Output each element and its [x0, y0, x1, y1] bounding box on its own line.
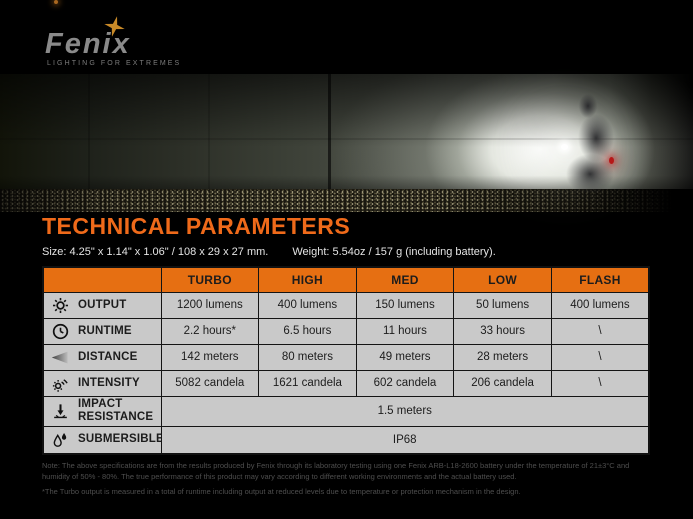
- clock-icon: [49, 320, 71, 342]
- column-header-low: LOW: [453, 266, 552, 293]
- light-intensity-icon: [49, 372, 71, 394]
- star-icon: [104, 16, 125, 37]
- row-label-impact-resistance: IMPACT RESISTANCE: [42, 395, 162, 427]
- cell-distance-turbo: 142 meters: [160, 343, 260, 371]
- impact-arrow-icon: [49, 400, 71, 422]
- row-label-text: IMPACT RESISTANCE: [78, 398, 154, 424]
- bike-headlight-glow: [561, 144, 568, 150]
- cell-runtime-turbo: 2.2 hours*: [160, 317, 260, 345]
- turbo-note-text: *The Turbo output is measured in a total…: [42, 487, 521, 497]
- cell-distance-high: 80 meters: [258, 343, 357, 371]
- cell-output-turbo: 1200 lumens: [160, 291, 260, 319]
- cyclist-silhouette: [548, 86, 668, 192]
- spec-section: TECHNICAL PARAMETERS Size: 4.25" x 1.14"…: [0, 212, 693, 498]
- lens-sparkle: [54, 0, 58, 4]
- cell-output-low: 50 lumens: [453, 291, 552, 319]
- spec-table: TURBO HIGH MED LOW FLASH: [42, 266, 650, 456]
- cell-distance-low: 28 meters: [453, 343, 552, 371]
- cell-intensity-turbo: 5082 candela: [160, 369, 260, 397]
- water-drops-icon: [49, 429, 71, 451]
- row-label-runtime: RUNTIME: [42, 317, 162, 345]
- table-row-output: OUTPUT 1200 lumens 400 lumens 150 lumens…: [42, 291, 650, 319]
- table-row-distance: DISTANCE 142 meters 80 meters 49 meters …: [42, 343, 650, 371]
- bike-taillight-glow: [609, 157, 614, 164]
- row-label-intensity: INTENSITY: [42, 369, 162, 397]
- weight-text: Weight: 5.54oz / 157 g (including batter…: [292, 246, 496, 259]
- size-text: Size: 4.25" x 1.14" x 1.06" / 108 x 29 x…: [42, 246, 269, 259]
- dimensions-line: Size: 4.25" x 1.14" x 1.06" / 108 x 29 x…: [42, 246, 653, 258]
- cell-intensity-low: 206 candela: [453, 369, 552, 397]
- brand-tagline: LIGHTING FOR EXTREMES: [47, 60, 182, 67]
- gravel-ground: [0, 189, 693, 212]
- note-text: Note: The above specifications are from …: [42, 461, 630, 481]
- table-row-runtime: RUNTIME 2.2 hours* 6.5 hours 11 hours 33…: [42, 317, 650, 345]
- sun-icon: [49, 294, 71, 316]
- cell-output-high: 400 lumens: [258, 291, 357, 319]
- cell-intensity-high: 1621 candela: [258, 369, 357, 397]
- column-header-flash: FLASH: [550, 266, 650, 293]
- brand-name: Fenix: [45, 28, 131, 60]
- table-corner-cell: [42, 266, 162, 293]
- row-label-text: INTENSITY: [78, 376, 140, 389]
- table-row-intensity: INTENSITY 5082 candela 1621 candela 602 …: [42, 369, 650, 397]
- row-label-text: OUTPUT: [78, 298, 127, 311]
- column-header-high: HIGH: [258, 266, 357, 293]
- row-label-text: DISTANCE: [78, 350, 138, 363]
- section-title: TECHNICAL PARAMETERS: [42, 213, 351, 239]
- cell-output-flash: 400 lumens: [550, 291, 650, 319]
- cell-intensity-flash: \: [550, 369, 650, 397]
- row-label-text: SUBMERSIBLE: [78, 433, 161, 446]
- row-label-submersible: SUBMERSIBLE: [42, 425, 162, 455]
- table-header-row: TURBO HIGH MED LOW FLASH: [42, 266, 650, 293]
- row-label-output: OUTPUT: [42, 291, 162, 319]
- cell-runtime-high: 6.5 hours: [258, 317, 357, 345]
- cell-distance-med: 49 meters: [355, 343, 455, 371]
- cell-runtime-flash: \: [550, 317, 650, 345]
- fenix-logo: Fenix LIGHTING FOR EXTREMES: [45, 16, 205, 74]
- column-header-med: MED: [355, 266, 455, 293]
- cell-runtime-low: 33 hours: [453, 317, 552, 345]
- row-label-distance: DISTANCE: [42, 343, 162, 371]
- row-label-text: RUNTIME: [78, 324, 132, 337]
- cell-distance-flash: \: [550, 343, 650, 371]
- cell-output-med: 150 lumens: [355, 291, 455, 319]
- cell-intensity-med: 602 candela: [355, 369, 455, 397]
- cell-runtime-med: 11 hours: [355, 317, 455, 345]
- table-row-submersible: SUBMERSIBLE IP68: [42, 425, 650, 455]
- cell-submersible-value: IP68: [160, 425, 650, 455]
- hero-photo: Fenix LIGHTING FOR EXTREMES: [0, 0, 693, 212]
- distance-beam-icon: [49, 346, 71, 368]
- cell-impact-resistance-value: 1.5 meters: [160, 395, 650, 427]
- table-row-impact-resistance: IMPACT RESISTANCE 1.5 meters: [42, 395, 650, 427]
- column-header-turbo: TURBO: [160, 266, 260, 293]
